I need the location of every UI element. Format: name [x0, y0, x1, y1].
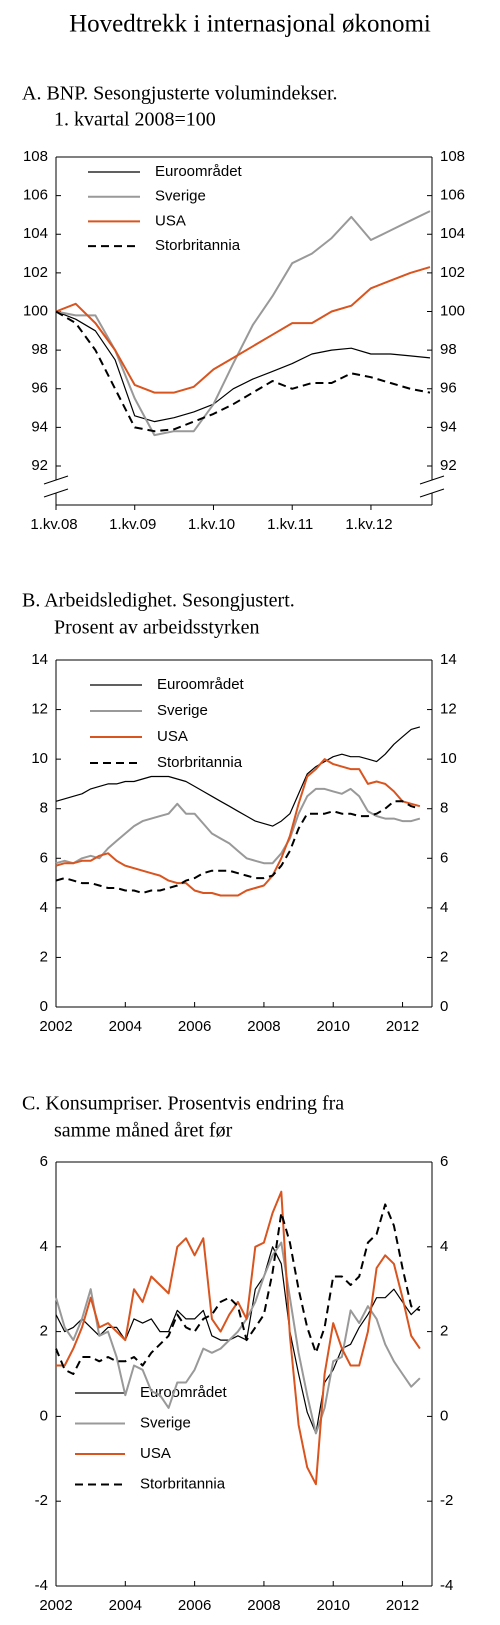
x-tick-label: 2010 — [317, 1597, 350, 1614]
legend-label: Euroområdet — [155, 163, 243, 180]
y-tick-label: 8 — [40, 800, 48, 817]
x-tick-label: 2004 — [109, 1597, 142, 1614]
y2-tick-label: 102 — [440, 264, 465, 281]
chart-title: C. Konsumpriser. Prosentvis endring fra — [22, 1093, 344, 1115]
y2-tick-label: 0 — [440, 998, 448, 1015]
y2-tick-label: 108 — [440, 148, 465, 165]
y2-tick-label: -2 — [440, 1492, 453, 1509]
y-tick-label: 100 — [23, 302, 48, 319]
y-tick-label: 104 — [23, 225, 48, 242]
y2-tick-label: 104 — [440, 225, 465, 242]
y2-tick-label: 6 — [440, 1153, 448, 1170]
x-tick-label: 2012 — [386, 1018, 419, 1035]
axis-break — [43, 475, 69, 485]
y-tick-label: 14 — [31, 651, 48, 668]
x-tick-label: 1.kv.08 — [30, 516, 77, 533]
y-tick-label: -4 — [35, 1577, 48, 1594]
y-tick-label: 0 — [40, 998, 48, 1015]
x-tick-label: 2004 — [109, 1018, 142, 1035]
legend-label: USA — [155, 212, 186, 229]
y2-tick-label: 98 — [440, 341, 457, 358]
axis-break — [419, 475, 445, 485]
y2-tick-label: 96 — [440, 380, 457, 397]
x-tick-label: 2002 — [39, 1018, 72, 1035]
legend-label: Storbritannia — [140, 1475, 226, 1492]
x-tick-label: 1.kv.09 — [109, 516, 156, 533]
y-tick-label: 2 — [40, 948, 48, 965]
y2-tick-label: 4 — [440, 1238, 448, 1255]
y-tick-label: 92 — [31, 457, 48, 474]
y2-tick-label: 2 — [440, 1323, 448, 1340]
y2-tick-label: 8 — [440, 800, 448, 817]
legend-label: USA — [157, 728, 188, 745]
chart-subtitle: 1. kvartal 2008=100 — [54, 109, 216, 131]
legend-label: Sverige — [140, 1414, 191, 1431]
y2-tick-label: 92 — [440, 457, 457, 474]
chart-subtitle: samme måned året før — [54, 1120, 233, 1142]
figure-title: Hovedtrekk i internasjonal økonomi — [69, 11, 431, 38]
series-line — [55, 310, 431, 433]
y-tick-label: -2 — [35, 1492, 48, 1509]
series-line — [55, 1241, 421, 1435]
legend-label: USA — [140, 1445, 171, 1462]
y2-tick-label: 6 — [440, 849, 448, 866]
x-tick-label: 2012 — [386, 1597, 419, 1614]
y2-tick-label: -4 — [440, 1577, 453, 1594]
y2-tick-label: 4 — [440, 899, 448, 916]
y-tick-label: 2 — [40, 1323, 48, 1340]
y-tick-label: 6 — [40, 849, 48, 866]
x-tick-label: 2006 — [178, 1018, 211, 1035]
y-tick-label: 12 — [31, 701, 48, 718]
y2-tick-label: 12 — [440, 701, 457, 718]
chart-subtitle: Prosent av arbeidsstyrken — [54, 617, 260, 639]
y2-tick-label: 10 — [440, 750, 457, 767]
series-line — [55, 1203, 421, 1375]
y2-tick-label: 2 — [440, 948, 448, 965]
y2-tick-label: 106 — [440, 187, 465, 204]
y-tick-label: 94 — [31, 418, 48, 435]
series-line — [55, 310, 431, 423]
y-tick-label: 4 — [40, 1238, 48, 1255]
x-tick-label: 2008 — [247, 1597, 280, 1614]
legend-label: Storbritannia — [157, 754, 243, 771]
series-line — [55, 787, 421, 865]
y2-tick-label: 14 — [440, 651, 457, 668]
series-line — [55, 210, 431, 437]
y-tick-label: 98 — [31, 341, 48, 358]
y2-tick-label: 0 — [440, 1407, 448, 1424]
series-line — [55, 266, 431, 394]
legend-label: Euroområdet — [157, 676, 245, 693]
y2-tick-label: 100 — [440, 302, 465, 319]
chart-title: A. BNP. Sesongjusterte volumindekser. — [22, 83, 338, 105]
y-tick-label: 6 — [40, 1153, 48, 1170]
series-line — [55, 800, 421, 894]
x-tick-label: 2010 — [317, 1018, 350, 1035]
x-tick-label: 2002 — [39, 1597, 72, 1614]
legend-label: Sverige — [155, 188, 206, 205]
x-tick-label: 1.kv.12 — [345, 516, 392, 533]
legend-label: Sverige — [157, 702, 208, 719]
axis-break — [419, 488, 445, 498]
axis-break — [43, 488, 69, 498]
x-tick-label: 1.kv.10 — [188, 516, 235, 533]
series-line — [55, 726, 421, 827]
y-tick-label: 0 — [40, 1407, 48, 1424]
y-tick-label: 96 — [31, 380, 48, 397]
series-line — [55, 758, 421, 897]
series-line — [55, 1246, 421, 1434]
y-tick-label: 106 — [23, 187, 48, 204]
y-tick-label: 108 — [23, 148, 48, 165]
y-tick-label: 4 — [40, 899, 48, 916]
x-tick-label: 1.kv.11 — [267, 516, 313, 533]
x-tick-label: 2008 — [247, 1018, 280, 1035]
y-tick-label: 102 — [23, 264, 48, 281]
legend-label: Storbritannia — [155, 237, 241, 254]
series-line — [56, 1190, 421, 1486]
y2-tick-label: 94 — [440, 418, 457, 435]
x-tick-label: 2006 — [178, 1597, 211, 1614]
chart-title: B. Arbeidsledighet. Sesongjustert. — [22, 590, 295, 612]
y-tick-label: 10 — [31, 750, 48, 767]
